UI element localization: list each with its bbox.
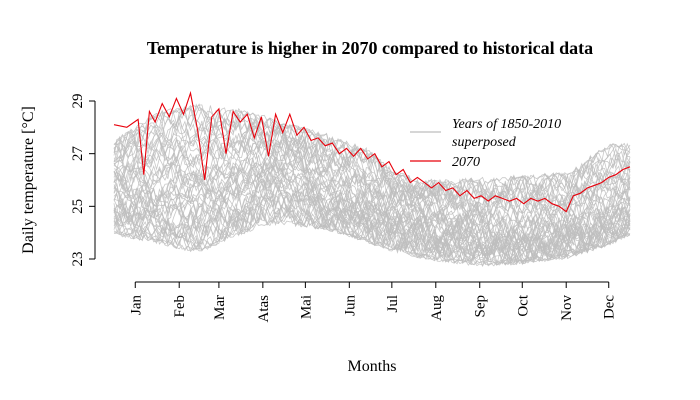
x-tick-label: Jan	[128, 295, 144, 315]
x-tick-label: Jul	[385, 295, 401, 313]
historical-year-line	[113, 104, 631, 197]
y-axis-label: Daily temperature [°C]	[20, 106, 37, 254]
series-2070-group	[113, 90, 631, 213]
x-tick-label: Sep	[473, 295, 489, 318]
x-tick-label: Mar	[212, 295, 228, 320]
historical-year-line	[113, 205, 631, 266]
chart-title: Temperature is higher in 2070 compared t…	[147, 38, 593, 58]
historical-year-line	[113, 162, 631, 264]
legend: Years of 1850-2010 superposed 2070	[410, 117, 561, 170]
series-2070-line	[113, 90, 631, 213]
historical-year-line	[113, 109, 631, 205]
historical-year-line	[113, 105, 631, 205]
legend-label: 2070	[452, 155, 480, 170]
historical-year-line	[113, 139, 631, 238]
x-axis-label: Months	[348, 358, 397, 375]
x-tick-label: Aug	[429, 295, 445, 321]
x-tick-label: Dec	[602, 295, 618, 319]
x-tick-label: Feb	[172, 295, 188, 318]
historical-year-line	[113, 194, 631, 264]
historical-year-line	[113, 107, 631, 204]
legend-label: Years of 1850-2010	[452, 117, 561, 132]
historical-year-line	[113, 137, 631, 225]
x-tick-label: Jun	[342, 295, 358, 316]
historical-year-line	[113, 117, 631, 216]
historical-year-line	[113, 103, 631, 203]
y-tick-label: 23	[70, 252, 86, 267]
historical-year-line	[113, 139, 631, 235]
historical-year-line	[113, 150, 631, 241]
x-axis: Jan Feb Mar Atas Mai Jun Jul Aug Sep Oct Nov Dec	[128, 281, 618, 323]
y-tick-label: 25	[70, 199, 86, 214]
historical-year-line	[113, 162, 631, 252]
historical-year-line	[113, 166, 631, 259]
historical-year-line	[113, 160, 631, 241]
x-tick-label: Mai	[298, 295, 314, 319]
historical-lines	[113, 103, 631, 268]
x-tick-label: Nov	[559, 295, 575, 321]
y-tick-label: 29	[70, 94, 86, 109]
x-tick-label: Oct	[515, 294, 531, 316]
historical-year-line	[113, 149, 631, 248]
legend-label: superposed	[452, 135, 517, 150]
historical-year-line	[113, 193, 631, 266]
y-axis: 23 25 27 29	[70, 94, 96, 267]
y-tick-label: 27	[70, 146, 86, 162]
x-tick-label: Atas	[256, 295, 272, 323]
historical-year-line	[113, 103, 631, 198]
historical-year-line	[113, 124, 631, 225]
